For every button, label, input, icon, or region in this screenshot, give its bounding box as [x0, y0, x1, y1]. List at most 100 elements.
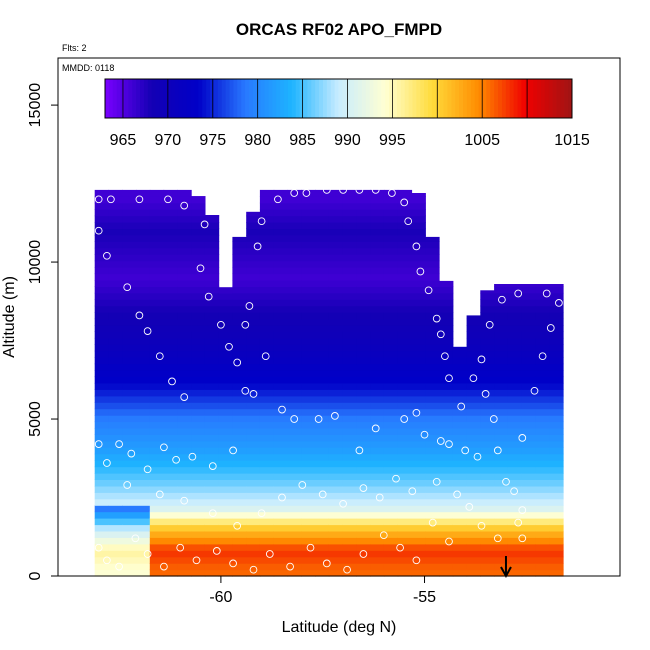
sample-point	[396, 543, 404, 552]
field-cell	[136, 292, 151, 300]
field-cell	[356, 344, 371, 352]
field-cell	[342, 325, 357, 332]
field-cell	[259, 563, 275, 571]
field-cell	[397, 254, 413, 262]
field-cell	[411, 569, 426, 577]
field-cell	[108, 234, 123, 242]
field-cell	[342, 428, 357, 435]
field-cell	[370, 505, 385, 513]
field-cell	[108, 434, 123, 442]
field-cell	[122, 460, 137, 468]
field-cell	[342, 247, 357, 255]
field-cell	[439, 370, 454, 378]
field-cell	[383, 196, 399, 204]
colorbar-swatch	[163, 79, 168, 118]
field-cell	[163, 222, 178, 229]
field-cell	[246, 447, 261, 455]
field-cell	[466, 530, 481, 538]
field-cell	[177, 260, 192, 268]
field-cell	[204, 395, 220, 403]
field-cell	[191, 556, 206, 564]
field-cell	[425, 556, 440, 564]
field-cell	[108, 363, 123, 371]
field-cell	[521, 428, 537, 435]
field-cell	[480, 524, 495, 532]
field-cell	[259, 376, 275, 384]
field-cell	[301, 305, 316, 313]
colorbar-swatch	[213, 79, 219, 118]
field-cell	[494, 434, 509, 442]
sample-point	[107, 195, 115, 204]
field-cell	[136, 241, 151, 249]
field-cell	[549, 415, 564, 423]
field-cell	[273, 389, 289, 397]
sample-point	[229, 446, 237, 455]
field-cell	[549, 408, 564, 416]
field-cell	[480, 331, 495, 339]
field-cell	[397, 518, 413, 526]
field-cell	[397, 428, 413, 435]
field-cell	[356, 556, 371, 564]
colorbar-swatch	[416, 79, 421, 118]
field-cell	[163, 492, 178, 500]
field-cell	[521, 440, 537, 448]
field-cell	[94, 395, 110, 403]
field-cell	[535, 318, 550, 326]
colorbar-swatch	[517, 79, 522, 118]
field-cell	[342, 337, 357, 345]
field-cell	[425, 254, 440, 262]
colorbar-swatch	[217, 79, 223, 118]
field-cell	[204, 511, 220, 519]
field-cell	[259, 453, 275, 461]
field-cell	[452, 537, 468, 545]
field-cell	[356, 421, 371, 429]
colorbar-swatch	[529, 79, 534, 118]
field-cell	[163, 325, 178, 332]
field-cell	[370, 370, 385, 378]
x-tick-label: -60	[209, 589, 232, 606]
colorbar-swatch	[544, 79, 550, 118]
field-cell	[549, 543, 564, 551]
field-cell	[149, 363, 165, 371]
field-cell	[108, 505, 123, 513]
field-cell	[246, 415, 261, 423]
sample-point	[477, 521, 486, 530]
field-cell	[494, 318, 509, 326]
field-cell	[370, 286, 385, 294]
field-cell	[149, 479, 165, 487]
field-cell	[163, 318, 178, 326]
field-cell	[287, 505, 302, 513]
field-cell	[232, 382, 247, 390]
field-cell	[94, 241, 110, 249]
field-cell	[232, 505, 247, 513]
field-cell	[149, 447, 165, 455]
field-cell	[411, 453, 426, 461]
field-cell	[370, 267, 385, 275]
field-cell	[232, 325, 247, 332]
field-cell	[425, 415, 440, 423]
field-cell	[259, 325, 275, 332]
field-cell	[397, 228, 413, 236]
field-cell	[383, 511, 399, 519]
field-cell	[507, 505, 523, 513]
field-cell	[287, 524, 302, 532]
field-cell	[259, 569, 275, 577]
field-cell	[383, 408, 399, 416]
field-cell	[301, 479, 316, 487]
field-cell	[149, 518, 165, 526]
field-cell	[452, 363, 468, 371]
field-cell	[191, 202, 206, 210]
sample-point	[160, 562, 168, 571]
field-cell	[191, 415, 206, 423]
field-cell	[397, 286, 413, 294]
field-cell	[122, 402, 137, 410]
field-cell	[259, 492, 275, 500]
field-cell	[177, 408, 192, 416]
field-cell	[342, 363, 357, 371]
field-cell	[122, 254, 137, 262]
field-cell	[466, 460, 481, 468]
field-cell	[425, 363, 440, 371]
field-cell	[439, 492, 454, 500]
colorbar-swatch	[470, 79, 476, 118]
field-cell	[204, 421, 220, 429]
